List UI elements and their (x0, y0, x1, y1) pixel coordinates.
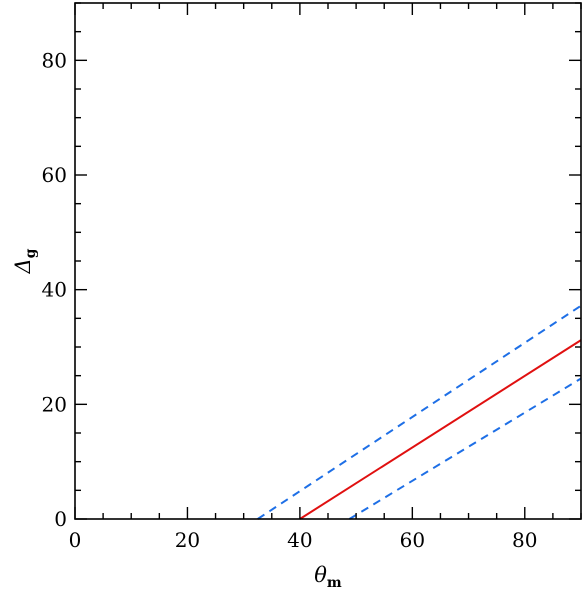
ticks (74, 2, 582, 520)
y-axis-label: Δg (11, 248, 39, 274)
y-tick-label: 60 (42, 163, 67, 187)
y-axis-label-main: Δ (11, 258, 35, 274)
y-tick-label: 0 (54, 507, 67, 531)
x-axis-label-main: θ (314, 563, 327, 587)
plot-frame (74, 2, 582, 520)
dashed-series-line (348, 377, 582, 520)
x-tick-label: 80 (512, 528, 537, 552)
x-tick-label: 0 (69, 528, 82, 552)
x-tick-label: 60 (400, 528, 425, 552)
x-axis-label: θm (314, 563, 342, 590)
x-tick-label: 40 (287, 528, 312, 552)
solid-series-line (299, 339, 582, 520)
x-axis-label-sub: m (327, 575, 342, 590)
y-axis-label-sub: g (23, 248, 39, 258)
y-tick-label: 20 (42, 392, 67, 416)
tick-labels: 0 20 40 60 80 0 20 40 60 80 (42, 48, 538, 552)
dashed-series-line (257, 304, 582, 520)
y-tick-label: 80 (42, 48, 67, 72)
x-tick-label: 20 (175, 528, 200, 552)
y-tick-label: 40 (42, 278, 67, 302)
plot-lines (257, 304, 582, 520)
